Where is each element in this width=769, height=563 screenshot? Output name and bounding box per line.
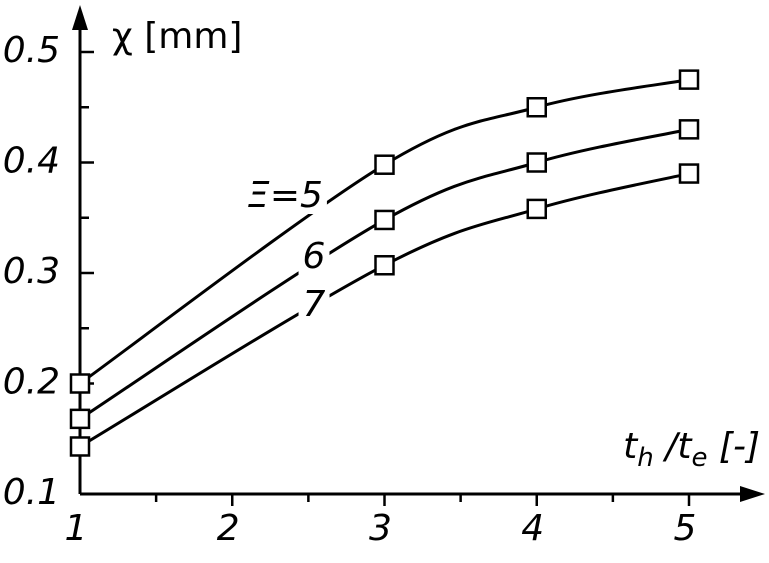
series-line [79, 172, 690, 448]
x-axis-arrow [740, 486, 765, 502]
y-tick-label: 0.5 [3, 30, 60, 71]
data-marker [526, 198, 547, 220]
x-axis-label-subscript: h [637, 443, 653, 473]
data-marker [526, 97, 547, 118]
data-marker [526, 152, 547, 173]
y-tick-label: 0.3 [3, 251, 60, 292]
data-marker [69, 436, 91, 457]
data-marker [678, 69, 700, 90]
x-tick-label: 1 [65, 508, 88, 549]
series-line [79, 78, 690, 385]
x-tick-label: 2 [217, 508, 240, 549]
series-label-background [298, 238, 330, 275]
data-marker [678, 163, 700, 184]
data-marker [69, 408, 91, 430]
data-marker [69, 373, 91, 394]
data-marker [374, 255, 395, 276]
y-axis-arrow [72, 5, 88, 30]
data-marker [374, 209, 395, 231]
series-label: Ξ=5 [247, 175, 323, 216]
x-tick-label: 4 [521, 508, 544, 549]
x-axis-label-subscript: e [691, 443, 707, 473]
x-axis-label-part: t [623, 426, 639, 467]
series-label: 6 [303, 236, 326, 277]
data-marker [374, 154, 395, 175]
y-tick-label: 0.1 [3, 472, 60, 513]
series-label-background [243, 177, 327, 214]
x-tick-label: 5 [674, 508, 697, 549]
x-axis-label-part: [-] [707, 426, 760, 467]
x-tick-label: 3 [369, 508, 392, 549]
series-line [79, 127, 690, 421]
x-axis-label: th /te [-] [623, 426, 760, 473]
x-axis-label-part: /t [654, 426, 694, 467]
y-axis-label: χ [mm] [112, 16, 242, 57]
y-tick-label: 0.2 [3, 362, 60, 403]
y-tick-label: 0.4 [3, 141, 60, 182]
series-label: 7 [303, 284, 326, 325]
series-label-background [298, 286, 330, 323]
data-marker [678, 119, 700, 140]
